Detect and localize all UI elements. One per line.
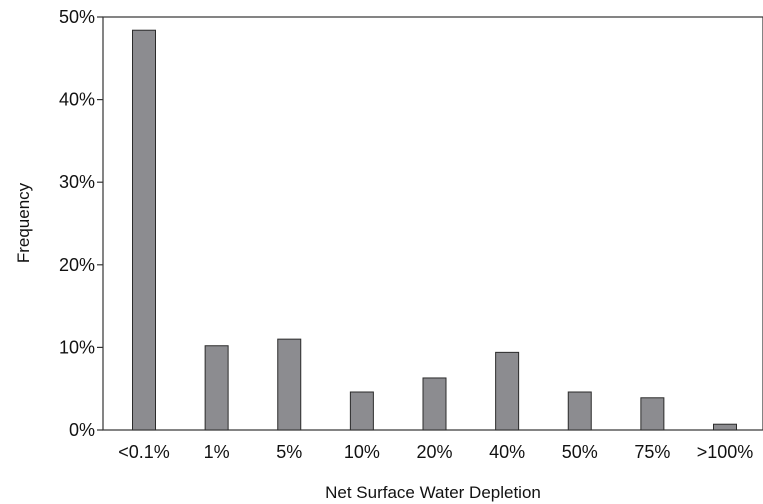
y-tick-label: 50%: [59, 7, 95, 27]
bar-0: [132, 29, 156, 431]
bar-2: [277, 338, 302, 431]
x-axis-title: Net Surface Water Depletion: [325, 483, 541, 502]
y-tick-label: 30%: [59, 172, 95, 192]
x-axis-ticks: <0.1% 1% 5% 10% 20% 40% 50% 75% >100%: [118, 442, 753, 462]
y-axis-ticks: 0% 10% 20% 30% 40% 50%: [59, 7, 103, 440]
y-tick-label: 40%: [59, 90, 95, 110]
y-tick-label: 20%: [59, 255, 95, 275]
bar-1: [204, 345, 229, 431]
x-tick-label: 50%: [562, 442, 598, 462]
bar-3: [349, 391, 374, 431]
bar-5: [495, 351, 520, 431]
x-tick-label: 40%: [489, 442, 525, 462]
x-tick-label: >100%: [697, 442, 754, 462]
bar-4: [422, 377, 447, 431]
bar-6: [567, 391, 592, 431]
x-tick-label: 10%: [344, 442, 380, 462]
bar-8: [713, 423, 737, 431]
x-tick-label: 5%: [276, 442, 302, 462]
bar-7: [640, 397, 665, 431]
plot-area-frame: [102, 16, 763, 431]
x-tick-label: 20%: [416, 442, 452, 462]
x-tick-label: <0.1%: [118, 442, 170, 462]
y-axis-title: Frequency: [14, 182, 33, 263]
bar-series: [132, 29, 737, 431]
y-tick-label: 0%: [69, 420, 95, 440]
y-tick-label: 10%: [59, 337, 95, 357]
x-tick-label: 1%: [204, 442, 230, 462]
x-tick-label: 75%: [634, 442, 670, 462]
